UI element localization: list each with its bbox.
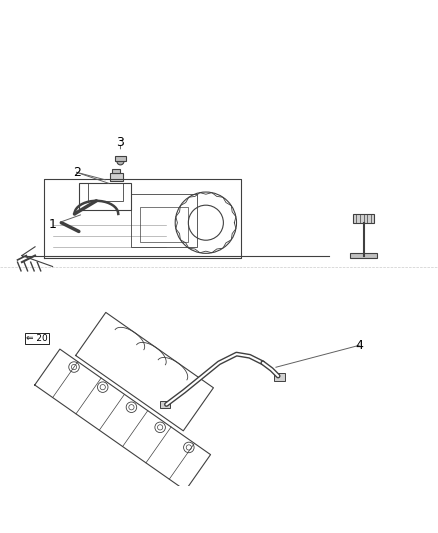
Bar	[88, 183, 123, 201]
Circle shape	[117, 158, 124, 165]
Bar	[350, 253, 377, 258]
Text: 4: 4	[355, 339, 363, 352]
Bar	[79, 183, 131, 209]
Bar	[140, 207, 188, 243]
Bar	[115, 156, 126, 161]
Text: ⇐ 20: ⇐ 20	[26, 334, 48, 343]
Text: 1: 1	[49, 215, 81, 231]
Bar	[274, 374, 285, 381]
Bar	[131, 194, 197, 247]
Bar	[353, 214, 374, 223]
Text: 2: 2	[73, 166, 81, 179]
Bar	[112, 169, 120, 173]
Bar	[160, 400, 170, 408]
Text: 3: 3	[117, 136, 124, 149]
Bar	[110, 173, 123, 181]
